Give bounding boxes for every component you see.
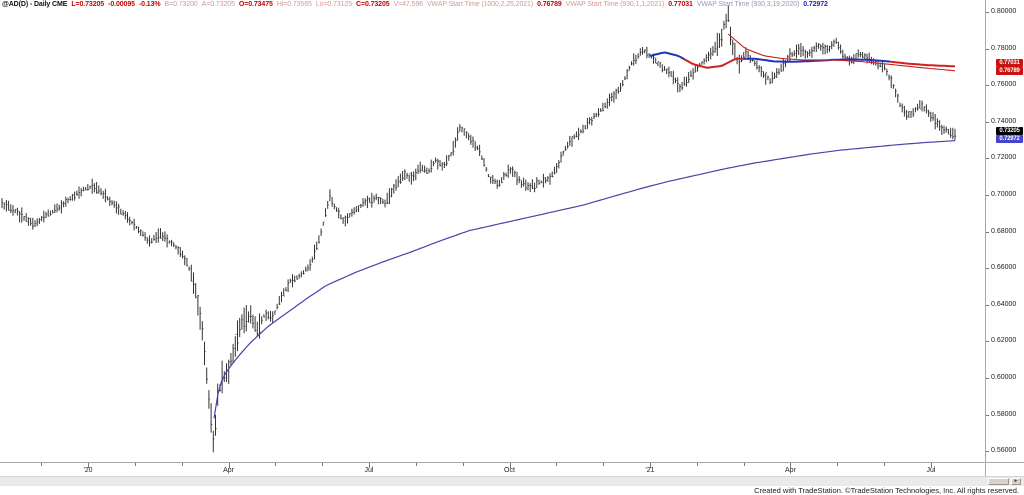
quote-field: VWAP Start Time (930,3,19,2020) [696,1,800,8]
y-axis-label: 0.66000 [991,264,1017,272]
price-badge: 0.73205 [996,127,1023,135]
vwap-line [213,140,956,419]
x-axis-tick [275,463,277,466]
x-axis-label: Jul [926,467,936,474]
x-axis-tick [415,463,417,466]
price-badge: 0.72972 [996,135,1023,143]
y-axis-label: 0.80000 [991,8,1017,15]
x-axis-tick [322,463,324,466]
time-axis-line [0,462,1024,463]
x-axis-tick [649,463,651,468]
symbol-label: @AD(D) - Daily CME [2,1,68,8]
quote-field: 0.76789 [537,1,562,8]
price-axis-line [985,0,986,476]
x-axis-tick [603,463,605,466]
quote-field: Hi=0.73565 [276,1,312,8]
y-axis-tick [986,48,989,50]
quote-field: Lo=0.73125 [315,1,353,8]
x-axis-tick [88,463,90,468]
y-axis-label: 0.60000 [991,374,1017,381]
quote-field: C=0.73205 [356,1,390,8]
quote-field: A=0.73205 [201,1,235,8]
x-axis-tick [696,463,698,466]
y-axis-tick [986,85,989,87]
x-axis-tick [41,463,43,466]
y-axis-tick [986,158,989,160]
quote-field: L=0.73205 [71,1,105,8]
x-axis-tick [884,463,886,466]
x-axis-tick [556,463,558,466]
y-axis-tick [986,121,989,123]
y-axis-tick [986,268,989,270]
y-axis-tick [986,378,989,379]
x-axis-tick [790,463,792,468]
y-axis-label: 0.78000 [991,44,1017,52]
y-axis-label: 0.62000 [991,337,1017,345]
time-axis[interactable]: '20 Apr Jul Oct '21 Apr Jul [0,463,985,476]
quote-field: B=0.73200 [164,1,198,8]
x-axis-tick [462,463,464,466]
quote-header: @AD(D) - Daily CME L=0.73205 -0.00095 -0.13… [2,1,836,11]
vwap-line [683,57,744,69]
price-badge: 0.77031 [996,59,1023,67]
x-axis-label: Oct [504,467,515,474]
y-axis-label: 0.70000 [991,191,1017,198]
price-axis[interactable]: 0.80000 0.78000 0.76000 0.74000 0.72000 0.700… [986,0,1024,476]
horizontal-scrollbar[interactable]: ► [0,476,1024,486]
quote-field: O=0.73475 [238,1,273,8]
x-axis-tick [369,463,370,468]
x-axis-tick [930,463,932,468]
y-axis-label: 0.74000 [991,117,1017,125]
chart-canvas[interactable] [0,0,985,476]
y-axis-tick [986,231,989,233]
quote-field: V=47,596 [393,1,423,8]
x-axis-tick [228,463,230,468]
vwap-line [649,51,685,61]
quote-field: 0.72972 [803,1,828,8]
y-axis-label: 0.58000 [991,410,1017,418]
quote-field: VWAP Start Time (930,1,1,2021) [565,1,665,8]
y-axis-tick [986,12,989,13]
x-axis-tick [509,463,511,468]
vwap-line [890,60,956,68]
x-axis-label: Jul [364,467,374,474]
y-axis-tick [986,451,989,453]
x-axis-tick [134,463,136,466]
x-axis-tick [837,463,839,466]
scroll-right-arrow-icon: ► [1013,478,1019,484]
y-axis-label: 0.68000 [991,227,1017,235]
x-axis-label: '21 [645,467,655,474]
y-axis-tick [986,341,989,343]
x-axis-label: '20 [83,467,93,474]
quote-field: -0.13% [138,1,161,8]
x-axis-tick [743,463,745,466]
y-axis-tick [986,414,989,416]
y-axis-label: 0.64000 [991,300,1017,308]
x-axis-label: Apr [223,467,234,474]
scrollbar-thumb[interactable] [988,478,1009,485]
chart-path [2,19,957,440]
quote-fields: L=0.73205 -0.00095 -0.13% B=0.73200 A=0.7320… [71,1,832,8]
y-axis-tick [986,304,989,306]
y-axis-label: 0.56000 [991,447,1017,455]
vwap-line [727,33,956,72]
quote-field: 0.77031 [668,1,693,8]
copyright-text: Created with TradeStation. ©TradeStation… [754,486,1019,495]
quote-field: VWAP Start Time (1000,2,25,2021) [426,1,534,8]
x-axis-label: Apr [785,467,796,474]
y-axis-tick [986,195,989,196]
y-axis-label: 0.72000 [991,154,1017,162]
price-badge: 0.76789 [996,67,1023,75]
scroll-right-button[interactable]: ► [1011,478,1021,485]
y-axis-label: 0.76000 [991,81,1017,89]
quote-field: -0.00095 [108,1,135,8]
x-axis-tick [181,463,183,466]
vwap-line [743,57,891,63]
